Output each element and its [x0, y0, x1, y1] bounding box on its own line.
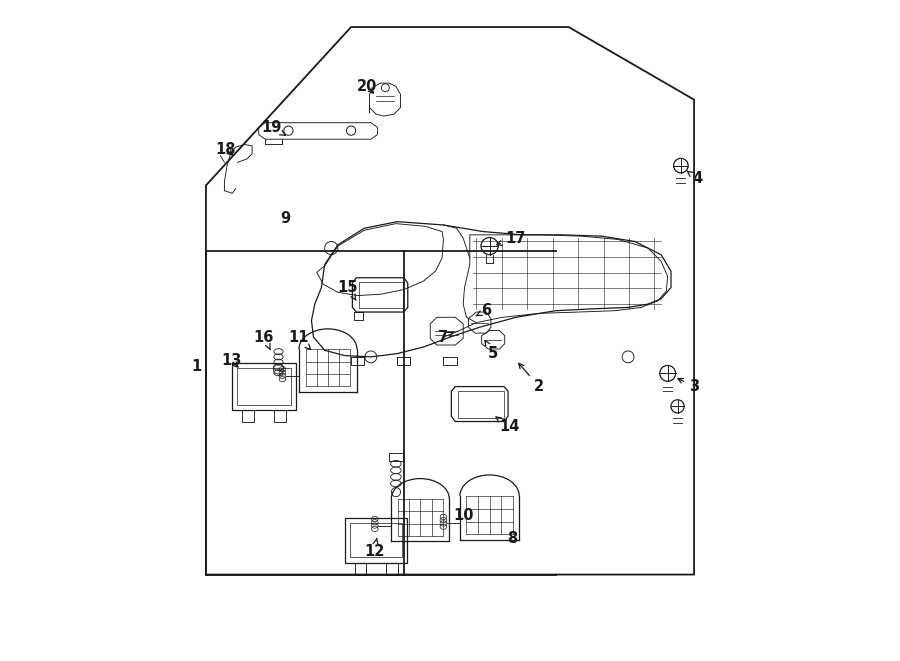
Text: 15: 15: [338, 280, 358, 300]
Text: 6: 6: [476, 303, 491, 318]
Text: 8: 8: [508, 531, 518, 546]
Text: 2: 2: [518, 364, 544, 394]
Text: 19: 19: [262, 120, 285, 136]
Text: 10: 10: [453, 508, 473, 523]
Text: 5: 5: [485, 340, 498, 361]
Text: 17: 17: [497, 231, 526, 246]
Text: 3: 3: [678, 379, 699, 394]
Text: 16: 16: [254, 330, 274, 350]
Text: 18: 18: [215, 141, 236, 157]
Text: 9: 9: [280, 211, 290, 226]
Text: 13: 13: [220, 353, 241, 368]
Text: 20: 20: [357, 79, 378, 94]
Text: 11: 11: [288, 330, 310, 350]
Text: 14: 14: [496, 417, 519, 434]
Text: 4: 4: [687, 171, 702, 186]
Text: 1: 1: [191, 360, 202, 374]
Text: 12: 12: [364, 538, 384, 559]
Text: 7: 7: [438, 330, 454, 344]
